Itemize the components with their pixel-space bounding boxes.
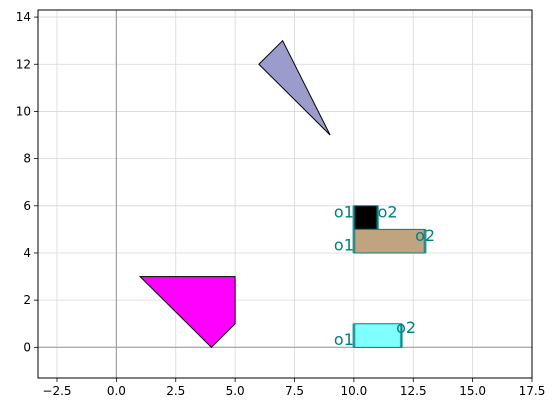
x-tick-label: 17.5 [519, 384, 546, 398]
x-tick-label: 10.0 [341, 384, 368, 398]
magenta-polygon [138, 276, 236, 349]
x-tick-label: 0.0 [107, 384, 126, 398]
x-tick-label: 7.5 [285, 384, 304, 398]
port-label: o2 [396, 318, 416, 337]
y-tick-label: 0 [23, 340, 31, 354]
shapes [138, 39, 426, 349]
port-label: o1 [334, 236, 354, 255]
y-tick-label: 10 [16, 104, 31, 118]
y-tick-label: 8 [23, 152, 31, 166]
y-tick-label: 2 [23, 293, 31, 307]
black-rect [353, 205, 379, 230]
y-tick-label: 4 [23, 246, 31, 260]
y-axis-ticks: 0 2 4 6 8 10 12 14 [16, 10, 38, 354]
plot-frame [37, 9, 533, 379]
x-axis-ticks: −2.5 0.0 2.5 5.0 7.5 10.0 12.5 15.0 17.5 [42, 378, 545, 398]
x-tick-label: 5.0 [226, 384, 245, 398]
port-labels: o1 o2 o1 o2 o1 o2 [334, 203, 435, 349]
zero-axes [38, 10, 532, 378]
x-tick-label: 2.5 [166, 384, 185, 398]
port-label: o1 [334, 330, 354, 349]
y-tick-label: 6 [23, 199, 31, 213]
cyan-rect [353, 323, 402, 348]
port-markers [352, 205, 427, 348]
port-label: o2 [378, 203, 398, 222]
x-tick-label: 12.5 [400, 384, 427, 398]
y-tick-label: 14 [16, 10, 31, 24]
port-label: o2 [415, 226, 435, 245]
port-label: o1 [334, 203, 354, 222]
y-tick-label: 12 [16, 57, 31, 71]
x-tick-label: −2.5 [42, 384, 71, 398]
x-tick-label: 15.0 [459, 384, 486, 398]
triangle [258, 39, 331, 136]
